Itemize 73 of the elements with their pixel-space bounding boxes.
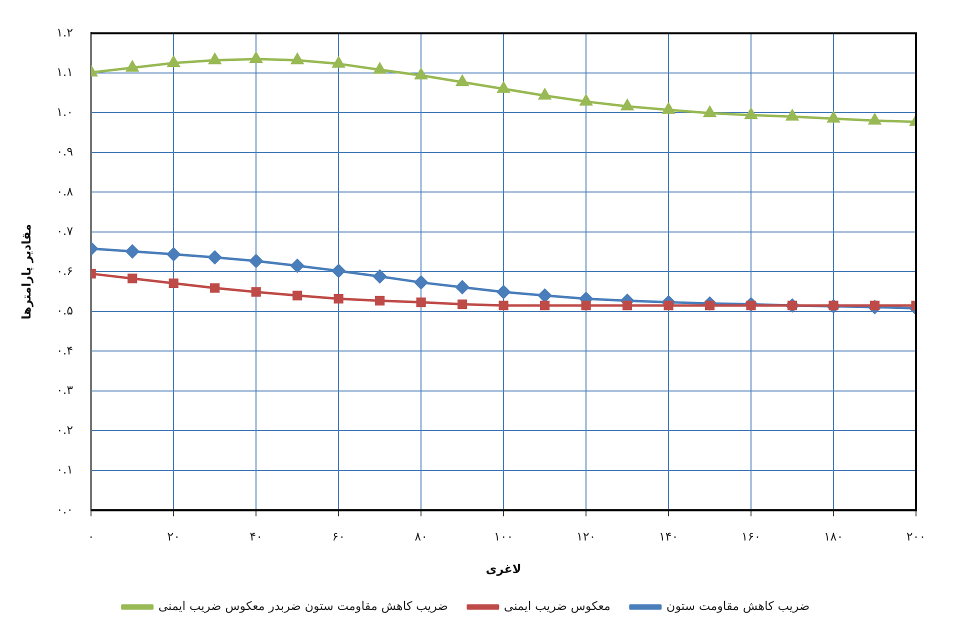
point [249, 254, 263, 268]
point [704, 106, 716, 118]
x-tick-label: ۲۰ [167, 530, 180, 544]
point [208, 250, 222, 264]
point [496, 285, 510, 299]
y-tick-label: ۰.۷ [56, 224, 74, 238]
point [210, 283, 220, 293]
point [126, 61, 138, 72]
y-tick-label: ۰.۰ [56, 502, 74, 516]
point [128, 274, 138, 284]
point [662, 103, 675, 114]
point [375, 296, 385, 306]
y-tick-label: ۰.۹ [56, 144, 74, 159]
legend-label: ضریب کاهش مقاومت ستون ضربدر معکوس ضریب ایمنی [158, 599, 448, 614]
y-tick-label: ۰.۲ [56, 422, 74, 437]
y-tick-label: ۰.۱ [56, 462, 74, 477]
point [251, 287, 261, 297]
point [498, 82, 510, 93]
y-tick-label: ۱.۰ [56, 104, 74, 119]
x-tick-label: ۱۴۰ [658, 530, 678, 544]
y-tick-label: ۰.۶ [56, 264, 74, 278]
x-tick-label: ۱۶۰ [741, 530, 761, 544]
x-axis-title: لاغری [486, 562, 522, 576]
x-tick-label: ۱۸۰ [824, 530, 844, 544]
point [166, 247, 180, 261]
point [126, 244, 140, 258]
x-tick-label: ۱۲۰ [576, 530, 596, 544]
point [332, 264, 346, 278]
point [334, 294, 344, 304]
x-tick-label: ۸۰ [414, 530, 428, 544]
point [292, 290, 302, 300]
point [868, 114, 881, 125]
point [168, 278, 178, 288]
legend-label: ضریب کاهش مقاومت ستون [666, 599, 810, 614]
point [414, 276, 428, 290]
point [415, 68, 428, 80]
point [622, 300, 632, 310]
point [332, 57, 345, 68]
point [208, 53, 221, 64]
point [373, 270, 387, 284]
point [621, 100, 634, 110]
y-tick-label: ۰.۵ [56, 304, 74, 318]
legend-label: معکوس ضریب ایمنی [504, 599, 610, 614]
point [538, 288, 552, 302]
point [374, 63, 386, 74]
point [416, 298, 426, 308]
point [828, 112, 840, 123]
y-tick-label: ۰.۸ [56, 184, 74, 198]
point [168, 56, 180, 68]
x-tick-label: ۲۰۰ [906, 530, 926, 544]
point [456, 75, 468, 86]
x-tick-label: ۰ [88, 530, 94, 544]
point [250, 52, 262, 64]
point [786, 110, 798, 121]
y-tick-label: ۱.۲ [56, 25, 74, 40]
y-tick-label: ۰.۳ [56, 383, 74, 398]
point [498, 300, 508, 310]
x-tick-label: ۴۰ [250, 530, 263, 544]
point [290, 258, 304, 272]
point [458, 300, 468, 310]
y-tick-label: ۱.۱ [56, 65, 74, 80]
y-tick-label: ۰.۴ [56, 343, 74, 358]
point [745, 108, 758, 120]
point [456, 280, 470, 294]
x-tick-label: ۱۰۰ [494, 530, 514, 544]
point [581, 300, 591, 310]
y-axis-title: مقادیر پارامترها [19, 224, 34, 320]
point [540, 300, 550, 310]
point [664, 300, 674, 310]
point [291, 53, 304, 64]
x-tick-label: ۶۰ [332, 530, 346, 544]
point [580, 94, 592, 106]
point [538, 88, 551, 100]
